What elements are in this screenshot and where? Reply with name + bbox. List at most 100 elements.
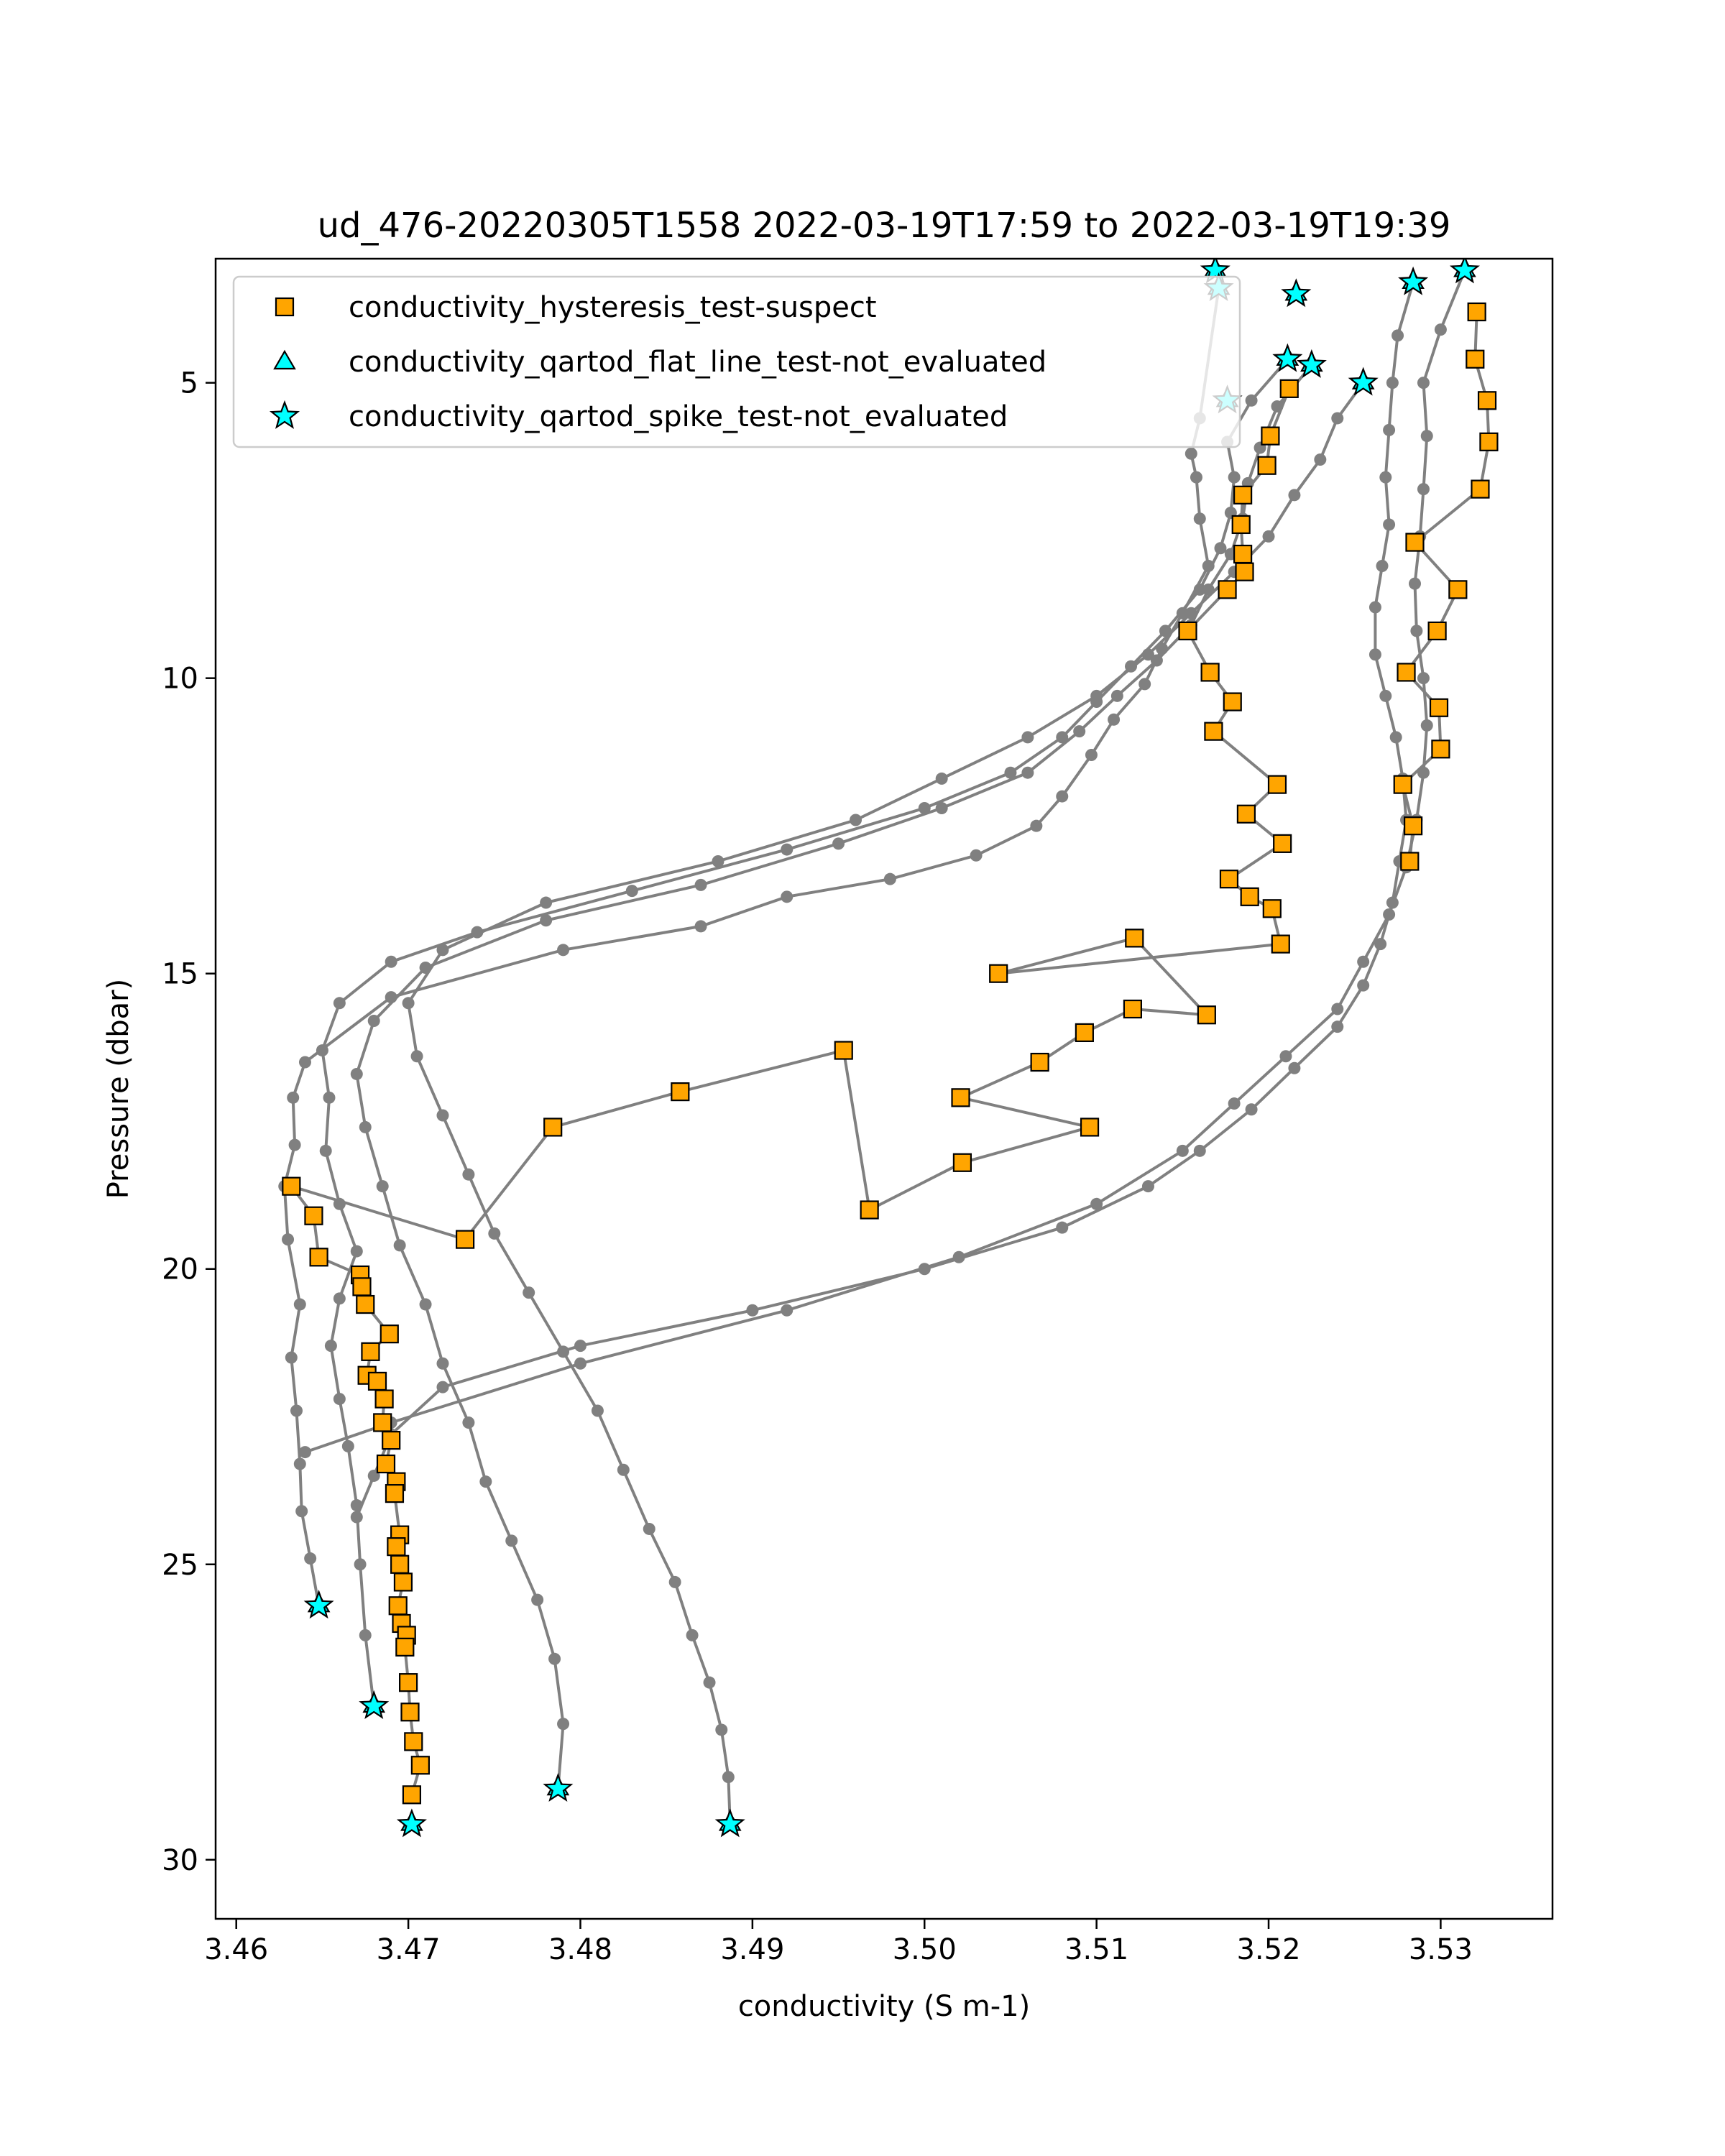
hysteresis-suspect-point [402,1785,421,1805]
profile-point [918,802,931,815]
x-axis: 3.46 3.47 3.48 3.49 3.50 3.51 3.52 3.53 [204,1919,1473,1966]
profile-point [436,1381,449,1393]
profile-point [1357,955,1370,968]
hysteresis-suspect-point [1125,929,1144,948]
profile-point [781,890,794,903]
profile-point [1184,607,1197,619]
legend-label-spike: conductivity_qartod_spike_test-not_evalu… [349,400,1008,433]
hysteresis-suspect-point [1404,816,1423,836]
profile-point [557,944,570,957]
profile-point [462,1168,475,1181]
profile-point [540,914,553,927]
profile-point [1417,377,1430,390]
profile-point [591,1404,604,1417]
profile-point [1176,1144,1189,1157]
hysteresis-suspect-point [1397,663,1416,682]
y-tick-label: 15 [162,958,198,991]
spike-not-evaluated-point [1398,266,1429,295]
spike-not-evaluated-point [359,1690,390,1719]
profile-point [952,1250,965,1263]
profile-point [1245,394,1258,407]
hysteresis-suspect-point [1479,432,1499,451]
profile-point [1331,412,1344,425]
profile-point [694,878,707,891]
profile-point [293,1298,306,1311]
profile-point [287,1091,300,1104]
profile-point [298,1446,311,1459]
profile-point [1150,654,1163,667]
spike-not-evaluated-point [1348,367,1379,396]
axes-frame [214,257,1554,1920]
hysteresis-suspect-point [671,1082,690,1102]
hysteresis-suspect-point [1257,456,1276,475]
hysteresis-suspect-point [1233,544,1253,564]
hysteresis-suspect-point [380,1325,399,1344]
profile-point [1138,678,1151,691]
y-tick-label: 5 [180,367,198,400]
profile-point [1434,323,1447,336]
y-tick-label: 25 [162,1549,198,1582]
spike-not-evaluated-point [1296,349,1327,378]
hysteresis-suspect-point [1123,999,1143,1019]
hysteresis-suspect-point [1261,426,1280,446]
profile-point [341,1439,354,1452]
hysteresis-suspect-point [367,1371,387,1391]
profile-point [781,1304,794,1317]
hysteresis-suspect-point [1429,698,1449,717]
profile-point [393,1239,406,1252]
profile-point [1386,377,1399,390]
profile-point [1410,625,1423,637]
hysteresis-suspect-point [1467,302,1486,322]
profile-point [1392,329,1404,342]
x-tick-label: 3.48 [548,1933,612,1966]
profile-point [1190,471,1202,484]
profile-point [715,1723,728,1736]
profile-point [617,1463,630,1476]
hysteresis-suspect-point [1236,804,1256,824]
legend-label-flat-line: conductivity_qartod_flat_line_test-not_e… [349,346,1046,379]
y-axis-label: Pressure (dbar) [102,979,135,1199]
profile-point [970,849,983,862]
hysteresis-suspect-point [1427,621,1447,641]
hysteresis-suspect-point [1030,1052,1049,1072]
profile-point [385,955,397,968]
hysteresis-suspect-point [543,1118,563,1137]
profile-point [883,872,896,885]
profile-point [935,772,948,785]
legend-frame [232,275,1241,448]
hysteresis-suspect-point [1223,692,1242,711]
y-tick-label: 10 [162,663,198,696]
hysteresis-suspect-point [393,1572,413,1592]
profile-point [712,855,724,868]
y-tick-label: 30 [162,1844,198,1877]
hysteresis-suspect-point [1200,663,1220,682]
profile-point [436,1109,449,1122]
profile-point [1379,471,1392,484]
profile-point [333,997,346,1010]
hysteresis-suspect-point [834,1041,853,1060]
profile-point [1420,719,1433,732]
profile-point [1331,1003,1344,1015]
hysteresis-suspect-point [952,1153,972,1172]
profile-point [285,1351,298,1364]
hysteresis-suspect-point [1400,852,1420,871]
profile-point [1245,1103,1258,1116]
hysteresis-suspect-point [282,1176,301,1196]
profile-point [1176,607,1189,619]
profile-point [1108,713,1121,726]
profile-point [523,1286,535,1299]
profile-point [1288,489,1301,502]
hysteresis-suspect-point [388,1596,408,1616]
hysteresis-suspect-point [1405,533,1425,552]
profile-point [1228,1097,1241,1110]
hysteresis-suspect-point [309,1248,328,1267]
hysteresis-suspect-point [352,1277,372,1296]
profile-point [367,1014,380,1027]
hysteresis-suspect-point [374,1389,394,1409]
profile-point [505,1534,518,1547]
profile-point [1376,559,1389,572]
legend-triangle-marker [273,349,296,370]
profile-point [1383,518,1396,531]
profile-point [1228,471,1241,484]
